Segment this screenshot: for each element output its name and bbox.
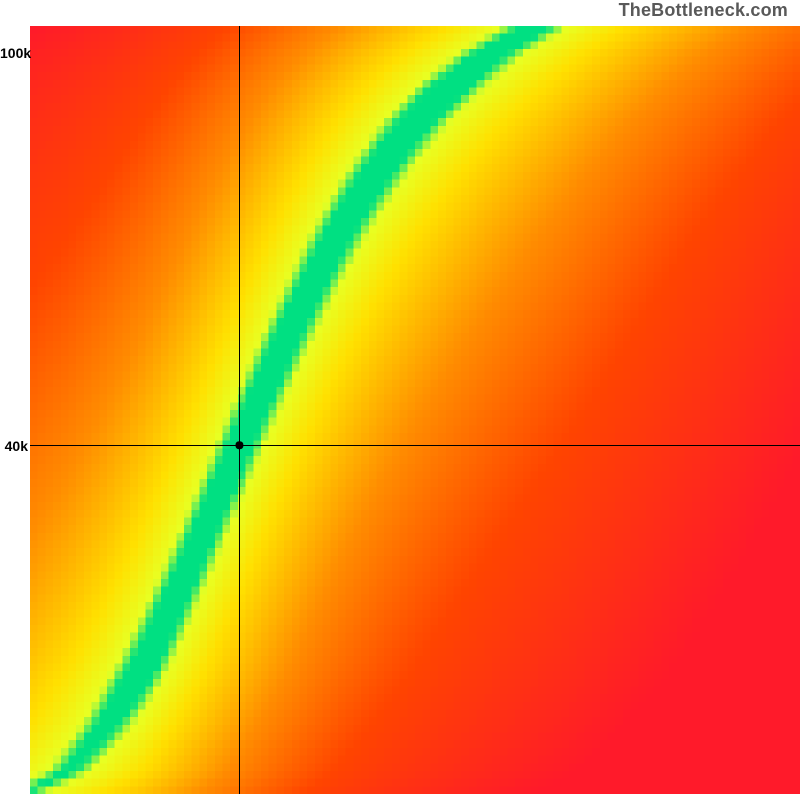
attribution-text: TheBottleneck.com [619, 0, 788, 21]
y-tick-label-0: 40k [0, 438, 28, 454]
heatmap-wrap [30, 26, 800, 794]
y-tick-label-1: 100k [0, 45, 28, 61]
root: TheBottleneck.com 40k 100k [0, 0, 800, 800]
crosshair-overlay [30, 26, 800, 794]
